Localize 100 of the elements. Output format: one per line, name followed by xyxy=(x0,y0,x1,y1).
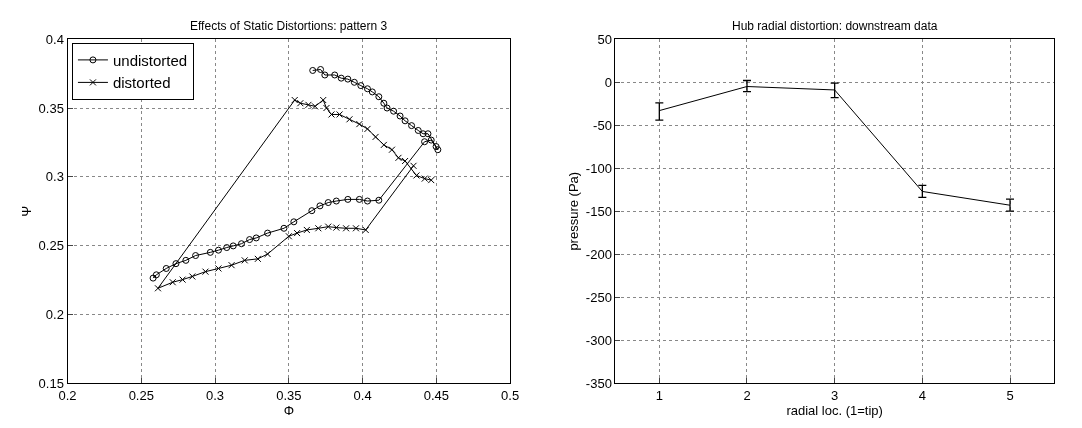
point xyxy=(332,197,340,205)
chart-title: Hub radial distortion: downstream data xyxy=(732,19,938,33)
x-tick-label: 2 xyxy=(743,387,751,403)
point xyxy=(383,104,391,112)
y-tick-label: -50 xyxy=(593,117,612,133)
point xyxy=(427,136,435,144)
point xyxy=(394,154,402,162)
chart-title: Effects of Static Distortions: pattern 3 xyxy=(190,19,388,33)
point xyxy=(368,88,376,96)
point xyxy=(424,130,432,138)
x-tick-label: 0.25 xyxy=(128,387,154,403)
point xyxy=(223,244,231,252)
point xyxy=(372,133,380,141)
point xyxy=(390,107,398,115)
y-tick-label: 0.4 xyxy=(45,31,64,47)
point xyxy=(363,125,371,133)
point xyxy=(357,82,365,90)
point xyxy=(434,146,442,154)
point xyxy=(237,240,245,248)
y-tick-label: -150 xyxy=(585,203,612,219)
point xyxy=(321,71,329,79)
point xyxy=(408,122,416,130)
y-axis-title: Ψ xyxy=(18,205,34,217)
point xyxy=(388,146,396,154)
point xyxy=(228,261,236,269)
point xyxy=(182,256,190,264)
point xyxy=(188,272,196,280)
point xyxy=(331,71,339,79)
x-tick-label: 0.3 xyxy=(206,387,225,403)
point xyxy=(401,117,409,125)
point xyxy=(285,232,293,240)
x-tick-label: 0.35 xyxy=(276,387,302,403)
legend-label: undistorted xyxy=(112,51,188,69)
point xyxy=(252,234,260,242)
x-tick-label: 4 xyxy=(918,387,926,403)
point xyxy=(201,268,209,276)
point xyxy=(314,224,322,232)
point xyxy=(291,96,299,104)
point xyxy=(317,65,325,73)
point xyxy=(169,278,177,286)
point xyxy=(414,126,422,134)
legend-label: distorted xyxy=(112,74,171,92)
y-tick-label: -100 xyxy=(585,160,612,176)
point xyxy=(432,143,440,151)
x-tick-label: 0.4 xyxy=(353,387,372,403)
point xyxy=(214,246,222,254)
point xyxy=(375,93,383,101)
point xyxy=(375,196,383,204)
point xyxy=(344,195,352,203)
point xyxy=(344,75,352,83)
point xyxy=(192,252,200,260)
point xyxy=(154,284,162,292)
point xyxy=(308,207,316,215)
y-axis-title: pressure (Pa) xyxy=(565,171,581,251)
point xyxy=(319,96,327,104)
x-tick-label: 0.5 xyxy=(501,387,520,403)
point xyxy=(419,130,427,138)
point xyxy=(280,224,288,232)
y-tick-label: 0.25 xyxy=(38,238,64,254)
point xyxy=(246,236,254,244)
point xyxy=(162,264,170,272)
x-axis-title: radial loc. (1=tip) xyxy=(786,402,883,418)
y-tick-label: -300 xyxy=(585,332,612,348)
point xyxy=(303,226,311,234)
point xyxy=(309,66,317,74)
point xyxy=(337,74,345,82)
y-tick-label: -200 xyxy=(585,246,612,262)
point xyxy=(345,115,353,123)
x-tick-label: 3 xyxy=(831,387,839,403)
point xyxy=(380,141,388,149)
point xyxy=(355,195,363,203)
point xyxy=(363,197,371,205)
point xyxy=(410,162,417,170)
x-tick-label: 5 xyxy=(1006,387,1014,403)
x-tick-label: 1 xyxy=(655,387,663,403)
point xyxy=(363,85,371,93)
point xyxy=(380,99,388,107)
y-tick-label: 50 xyxy=(597,31,612,47)
point xyxy=(206,248,214,256)
point xyxy=(264,229,272,237)
point xyxy=(396,112,404,120)
point xyxy=(290,218,298,226)
y-tick-label: 0 xyxy=(604,74,612,90)
x-axis-title: Φ xyxy=(283,402,295,418)
point xyxy=(241,256,249,264)
x-tick-label: 0.45 xyxy=(423,387,450,403)
point xyxy=(355,120,363,128)
point xyxy=(421,138,429,146)
point xyxy=(322,104,330,112)
point xyxy=(152,271,160,279)
point xyxy=(350,78,358,86)
point xyxy=(214,264,222,272)
y-tick-label: 0.2 xyxy=(45,306,64,322)
point xyxy=(342,224,350,232)
y-tick-label: -250 xyxy=(585,289,612,305)
point xyxy=(229,242,237,250)
point xyxy=(401,157,409,165)
y-tick-label: 0.3 xyxy=(45,169,64,185)
y-tick-label: 0.35 xyxy=(38,100,64,116)
point xyxy=(362,226,370,234)
